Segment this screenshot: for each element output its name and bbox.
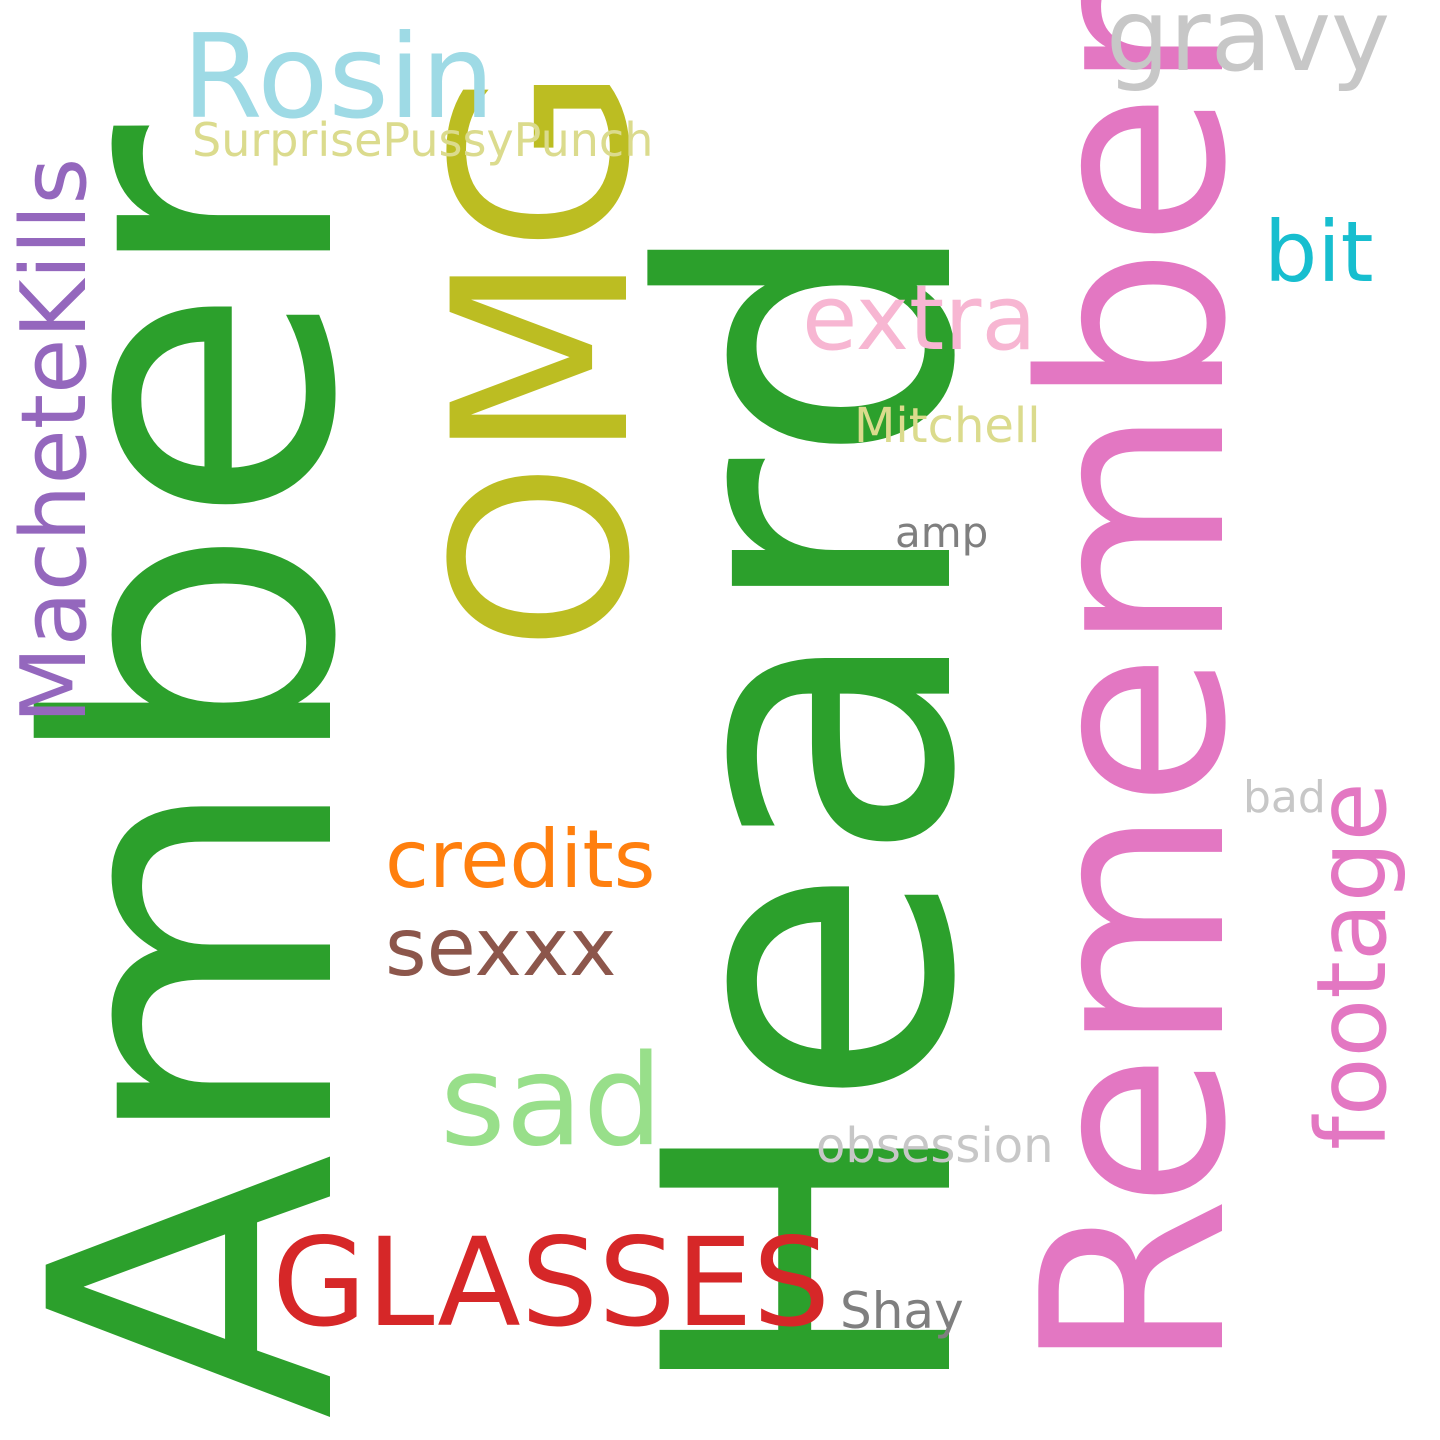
word-sad: sad [440, 1027, 663, 1174]
word-surprisepussypunch: SurprisePussyPunch [192, 113, 654, 167]
word-mitchell: Mitchell [854, 398, 1041, 454]
word-machetekills: MacheteKills [2, 157, 107, 724]
word-extra: extra [802, 266, 1037, 371]
word-obsession: obsession [816, 1118, 1054, 1174]
word-bad: bad [1243, 772, 1326, 823]
word-footage: footage [1296, 782, 1408, 1150]
word-sexxx: sexxx [385, 901, 617, 994]
word-bit: bit [1264, 203, 1374, 301]
word-credits: credits [385, 813, 656, 906]
word-rosin: Rosin [182, 10, 495, 145]
word-gravy: gravy [1106, 0, 1391, 94]
word-shay: Shay [840, 1282, 964, 1340]
word-glasses: GLASSES [272, 1212, 831, 1354]
word-amp: amp [895, 508, 989, 557]
